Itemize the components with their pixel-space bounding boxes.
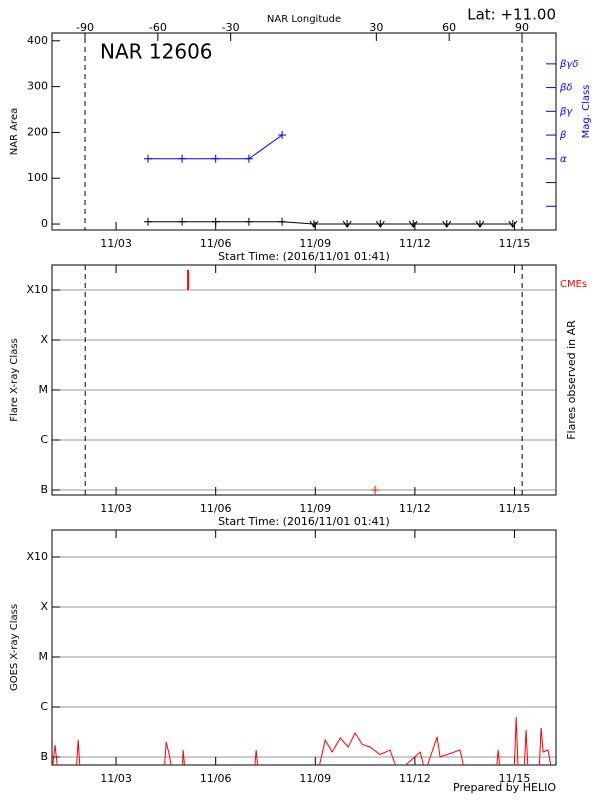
panel-title: NAR 12606 [100,40,213,64]
x-axis-label: Start Time: (2016/11/01 01:41) [218,250,390,263]
y2-tick-label: β [559,130,567,141]
x2-tick-label: -60 [149,21,167,34]
x2-tick-label: -30 [222,21,240,34]
y2-tick-label: α [560,154,567,165]
x-tick-label: 11/06 [200,772,232,785]
plot-frame [51,32,557,231]
point-marker [278,217,287,226]
point-marker [508,220,518,228]
y-tick-label: X [40,600,48,613]
point-marker [178,217,187,226]
x-tick-label: 11/03 [100,772,132,785]
x-tick-label: 11/09 [299,772,331,785]
x-tick-label: 11/12 [399,237,431,250]
point-marker [178,154,187,163]
point-marker [371,486,380,494]
y-axis-label: GOES X-ray Class [9,604,20,691]
x-tick-label: 11/15 [499,772,531,785]
plot-area [148,134,513,225]
y-tick-label: X10 [26,283,48,296]
point-marker [342,220,352,228]
point-marker [244,217,253,226]
latitude: Lat: +11.00 [467,6,556,24]
y-tick-label: 0 [41,217,48,230]
x-tick-label: 11/09 [299,502,331,515]
point-marker [408,220,418,228]
y-tick-label: 400 [27,34,48,47]
y-tick-label: X [40,333,48,346]
y2-tick-label: βγ [559,106,573,117]
point-marker [309,220,319,228]
x-axis-label: Start Time: (2016/11/01 01:41) [218,515,390,528]
y-axis-label: Flare X-ray Class [9,338,20,422]
y-tick-label: M [39,383,49,396]
plot-frame [51,264,557,496]
legend-entry: CMEs [560,279,587,290]
x-tick-label: 11/15 [499,502,531,515]
y-tick-label: B [40,483,48,496]
point-marker [143,217,152,226]
point-marker [143,154,152,163]
x-tick-label: 11/15 [499,237,531,250]
x2-tick-label: 30 [369,21,383,34]
credit: Prepared by HELIO [453,781,556,794]
y-tick-label: 300 [27,80,48,93]
x-tick-label: 11/06 [200,502,232,515]
y-tick-label: 100 [27,171,48,184]
y2-axis-label: Flares observed in AR [565,320,578,440]
x-tick-label: 11/03 [100,502,132,515]
x2-tick-label: 60 [442,21,456,34]
plot-frame [51,529,557,766]
series-line [148,221,513,225]
y-tick-label: C [40,700,48,713]
x-tick-label: 11/06 [200,237,232,250]
x-tick-label: 11/12 [399,772,431,785]
point-marker [442,220,452,228]
plot-area [52,716,552,765]
y-tick-label: C [40,433,48,446]
y-tick-label: X10 [26,550,48,563]
point-marker [211,154,220,163]
y-axis-label: NAR Area [9,108,20,155]
point-marker [244,154,253,163]
y2-axis-label: Mag. Class [581,85,592,139]
y-tick-label: 200 [27,125,48,138]
x-tick-label: 11/03 [100,237,132,250]
point-marker [211,217,220,226]
series-line [148,134,283,160]
x2-tick-label: 90 [515,21,529,34]
y2-tick-label: βγδ [559,59,578,70]
point-marker [375,220,385,228]
x-tick-label: 11/12 [399,502,431,515]
x2-tick-label: -90 [76,21,94,34]
y2-tick-label: βδ [559,83,573,94]
series-line [52,716,552,765]
point-marker [475,220,485,228]
point-marker [278,131,287,140]
x2-axis-label: NAR Longitude [267,14,341,25]
y-tick-label: B [40,750,48,763]
y-tick-label: M [39,650,49,663]
x-tick-label: 11/09 [299,237,331,250]
